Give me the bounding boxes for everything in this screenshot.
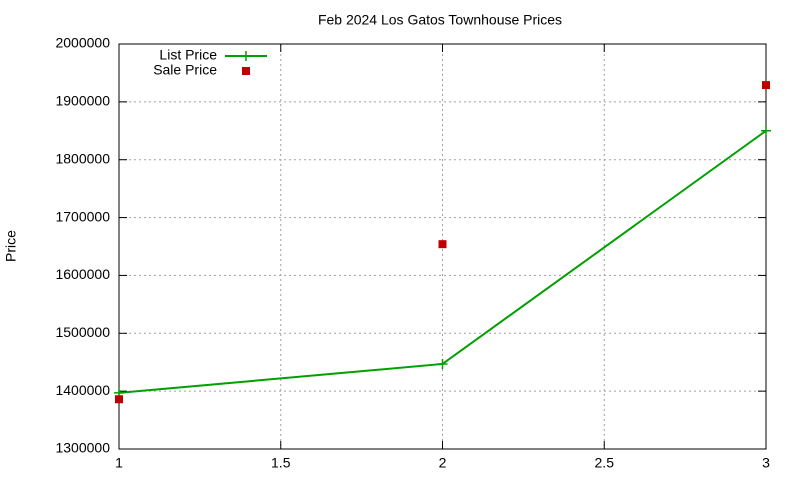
legend-label: List Price <box>159 47 217 63</box>
y-tick-label: 1900000 <box>55 93 110 109</box>
y-tick-label: 1800000 <box>55 150 110 166</box>
x-tick-label: 3 <box>762 455 770 471</box>
y-axis-label: Price <box>3 230 19 262</box>
y-tick-label: 1300000 <box>55 440 110 456</box>
data-point <box>762 81 770 90</box>
y-tick-label: 1400000 <box>55 382 110 398</box>
x-tick-label: 2.5 <box>595 455 615 471</box>
x-tick-label: 2 <box>439 455 447 471</box>
data-point <box>437 358 448 369</box>
y-tick-label: 2000000 <box>55 35 110 51</box>
data-point <box>115 395 123 404</box>
plot-border <box>118 43 767 450</box>
y-tick-label: 1700000 <box>55 208 110 224</box>
legend-label: Sale Price <box>153 62 217 78</box>
y-tick-label: 1600000 <box>55 266 110 282</box>
data-point <box>761 125 771 136</box>
x-tick-label: 1 <box>115 455 123 471</box>
x-tick-label: 1.5 <box>271 455 291 471</box>
legend-marker <box>241 51 251 61</box>
legend-marker <box>242 67 250 75</box>
data-point <box>438 240 447 249</box>
chart-title: Feb 2024 Los Gatos Townhouse Prices <box>318 12 562 28</box>
y-tick-label: 1500000 <box>55 324 110 340</box>
